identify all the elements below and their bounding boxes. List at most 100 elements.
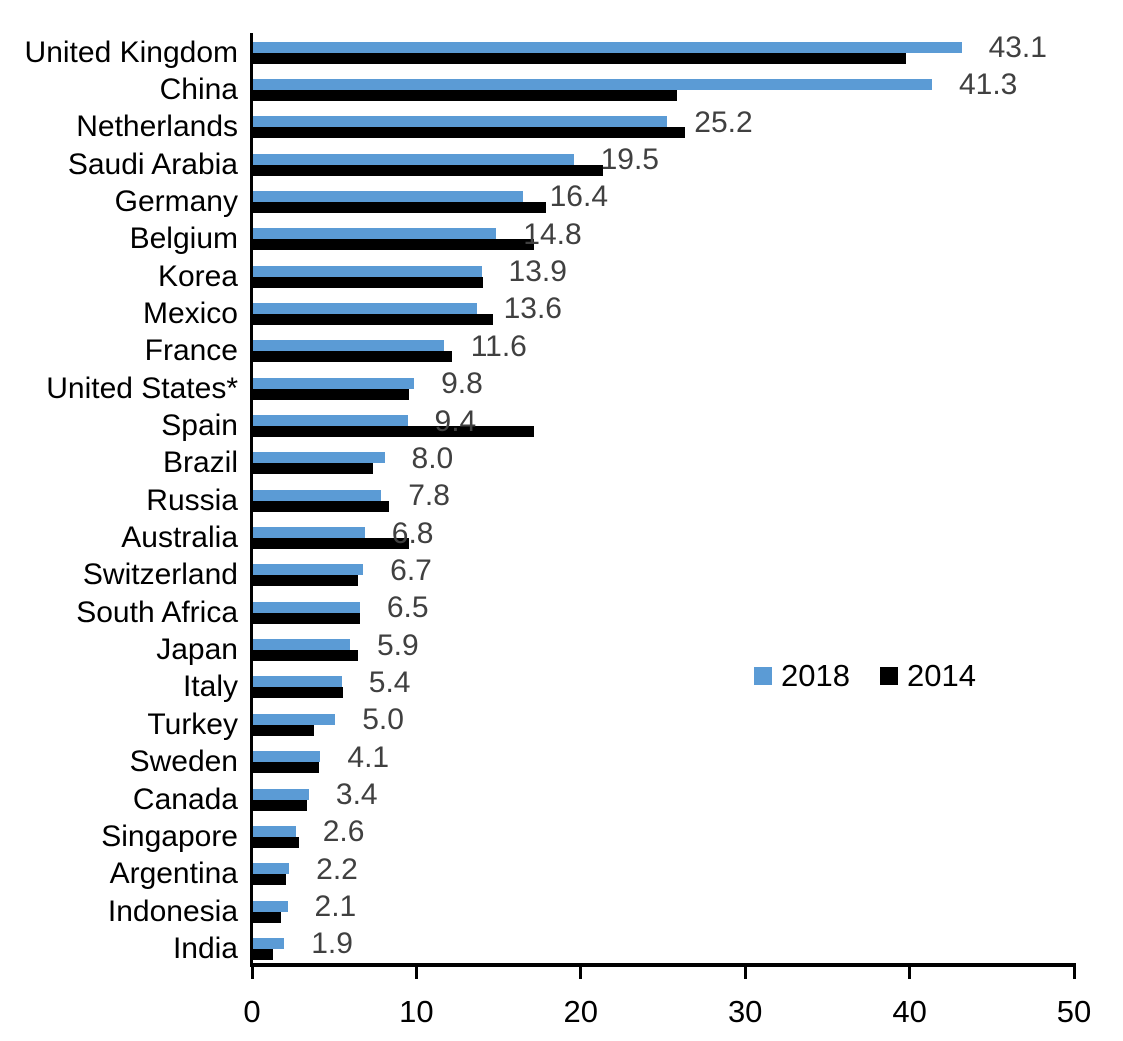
value-label: 5.4: [368, 665, 411, 699]
bar-2014: [253, 650, 359, 662]
x-axis-tick-label: 10: [399, 994, 434, 1029]
x-axis-tick: [579, 966, 583, 979]
bar-2014: [253, 911, 281, 923]
value-label: 14.8: [523, 217, 582, 251]
value-label: 5.9: [376, 628, 419, 662]
y-axis-line: [250, 33, 253, 966]
category-label: Germany: [114, 184, 238, 218]
category-label: Saudi Arabia: [67, 147, 238, 181]
bar-2014: [253, 724, 314, 736]
category-label: South Africa: [76, 595, 238, 629]
bar-2018: [253, 78, 932, 90]
category-label: United States*: [46, 371, 238, 405]
value-label: 13.6: [503, 292, 562, 326]
value-label: 41.3: [958, 68, 1018, 102]
x-axis-tick: [250, 966, 254, 979]
category-label: India: [172, 931, 238, 965]
bar-2014: [253, 612, 360, 624]
value-label: 9.4: [434, 404, 477, 438]
x-axis-tick: [908, 966, 912, 979]
value-label: 2.2: [316, 852, 358, 886]
bar-2014: [253, 164, 604, 176]
bar-2014: [253, 836, 300, 848]
category-label: Mexico: [142, 296, 238, 330]
bar-2014: [253, 276, 484, 288]
bar-2018: [253, 900, 288, 912]
bar-2014: [253, 426, 535, 437]
bar-2018: [253, 751, 321, 763]
legend-swatch: [754, 666, 772, 685]
bar-2014: [253, 239, 535, 251]
value-label: 9.8: [441, 367, 483, 401]
category-label: Switzerland: [82, 558, 238, 592]
bar-2018: [253, 415, 408, 426]
x-axis-tick-label: 30: [727, 994, 763, 1029]
category-label: Indonesia: [107, 894, 238, 928]
bar-2018: [253, 788, 309, 800]
bar-2014: [253, 351, 452, 363]
bar-2014: [253, 201, 546, 213]
bar-2018: [253, 153, 574, 165]
x-axis-tick: [414, 966, 418, 979]
bar-2014: [253, 313, 494, 325]
bar-2014: [253, 127, 686, 139]
bar-2018: [253, 190, 523, 202]
value-label: 3.4: [335, 778, 378, 811]
bar-2014: [253, 575, 359, 587]
bar-2018: [253, 302, 477, 314]
value-label: 7.8: [408, 479, 450, 513]
legend-item: 2018: [754, 660, 850, 691]
x-axis-tick-label: 40: [892, 994, 927, 1029]
bar-2014: [253, 948, 273, 960]
value-label: 5.0: [362, 703, 404, 737]
bar-2018: [253, 564, 364, 576]
bar-2018: [253, 452, 385, 464]
legend-swatch: [879, 666, 898, 685]
legend: 2018 2014: [754, 660, 976, 691]
category-label: United Kingdom: [24, 35, 238, 69]
value-label: 16.4: [549, 180, 608, 214]
value-label: 6.7: [390, 553, 432, 587]
category-label: Netherlands: [76, 110, 238, 144]
x-axis-line: [250, 963, 1076, 967]
bar-2018: [253, 377, 415, 389]
category-label: Spain: [161, 409, 238, 442]
bar-2014: [253, 762, 319, 774]
category-label: Japan: [156, 633, 238, 667]
category-label: Brazil: [162, 446, 238, 480]
value-label: 4.1: [347, 740, 390, 774]
category-label: Russia: [146, 483, 238, 517]
bar-2014: [253, 687, 344, 699]
bar-2014: [253, 89, 678, 101]
bar-2018: [253, 116, 668, 128]
bar-2014: [253, 538, 410, 550]
value-label: 6.8: [391, 516, 434, 550]
category-label: France: [144, 334, 238, 368]
category-label: Italy: [182, 670, 238, 704]
bar-2018: [253, 601, 360, 613]
bar-2014: [253, 799, 308, 811]
bar-2018: [253, 527, 365, 539]
category-label: Sweden: [129, 745, 238, 779]
bar-2018: [253, 340, 444, 352]
category-label: Argentina: [109, 857, 238, 891]
bar-2018: [253, 489, 382, 501]
value-label: 2.6: [322, 815, 365, 849]
value-label: 13.9: [508, 255, 567, 289]
category-label: Singapore: [101, 819, 238, 853]
category-label: Turkey: [147, 707, 238, 741]
legend-label: 2018: [781, 658, 850, 693]
bar-2014: [253, 463, 373, 475]
value-label: 25.2: [694, 105, 753, 139]
category-label: Australia: [121, 521, 238, 555]
legend-label: 2014: [906, 658, 976, 693]
bar-2018: [253, 937, 285, 949]
bar-2018: [253, 41, 962, 53]
legend-item: 2014: [879, 658, 976, 693]
bar-2014: [253, 388, 410, 400]
value-label: 11.6: [470, 329, 527, 363]
category-label: China: [159, 72, 238, 106]
bar-2018: [253, 713, 336, 725]
value-label: 43.1: [988, 31, 1047, 64]
x-axis-tick: [1072, 966, 1076, 979]
